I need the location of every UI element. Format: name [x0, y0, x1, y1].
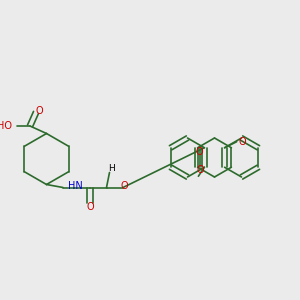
Text: O: O	[238, 137, 246, 147]
Text: H: H	[109, 164, 115, 173]
Text: HN: HN	[68, 181, 82, 191]
Text: O: O	[121, 181, 128, 191]
Text: O: O	[197, 165, 204, 175]
Text: O: O	[36, 106, 43, 116]
Text: O: O	[86, 202, 94, 212]
Text: O: O	[195, 147, 203, 157]
Text: HO: HO	[0, 121, 12, 131]
